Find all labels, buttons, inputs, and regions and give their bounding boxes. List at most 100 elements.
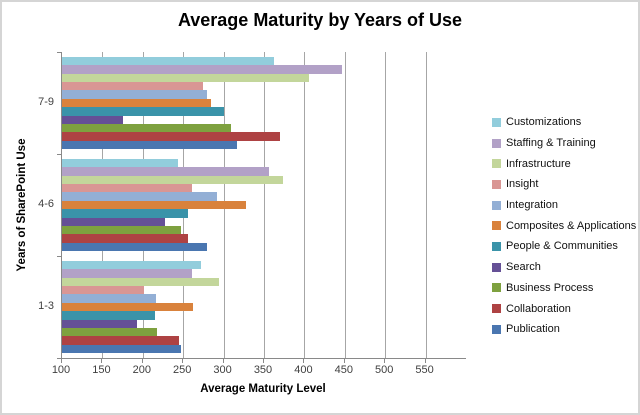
bar-integration-4-6 [62,192,218,201]
bar-infrastructure-7-9 [62,73,310,83]
legend-label-staffing-training: Staffing & Training [506,137,596,150]
legend-item-insight: Insight [492,174,636,195]
gridline-350 [264,52,265,358]
y-axis-tick-1 [57,154,61,155]
bar-insight-7-9 [62,82,204,91]
x-axis-tick-250 [182,359,184,363]
legend-swatch-business-process [492,283,501,293]
legend-label-integration: Integration [506,199,558,212]
bar-integration-1-3 [62,294,156,303]
x-axis-tick-150 [101,359,103,363]
x-axis-tick-450 [343,359,345,363]
gridline-500 [385,52,387,358]
legend-swatch-people-communities [492,241,501,251]
legend-swatch-staffing-training [492,138,501,148]
bar-people-communities-7-9 [62,107,225,116]
legend-swatch-customizations [492,117,501,127]
y-category-label-4-6: 4-6 [38,198,54,210]
bar-business-process-7-9 [62,123,231,133]
bar-collaboration-7-9 [62,132,281,141]
legend-label-business-process: Business Process [506,281,594,294]
bar-search-1-3 [62,319,138,328]
bar-infrastructure-4-6 [62,175,284,185]
legend-item-infrastructure: Infrastructure [492,153,636,174]
x-axis-tick-400 [303,359,305,363]
x-axis-tick-500 [384,359,386,363]
x-tick-label-400: 400 [294,364,313,376]
legend-label-search: Search [506,261,541,274]
x-axis-tick-350 [263,359,264,363]
legend-label-customizations: Customizations [506,116,582,129]
y-axis-tick-3 [57,358,61,359]
bar-business-process-4-6 [62,225,181,235]
x-tick-label-300: 300 [213,364,232,376]
legend-swatch-insight [492,179,501,189]
y-category-label-1-3: 1-3 [38,300,54,312]
y-axis-tick-2 [57,256,61,257]
legend-item-people-communities: People & Communities [492,236,636,257]
legend-item-customizations: Customizations [492,112,636,133]
bar-publication-4-6 [62,242,207,251]
bar-staffing-training-7-9 [62,65,342,74]
bar-customizations-7-9 [62,57,274,66]
x-axis-tick-200 [141,359,143,363]
legend-swatch-search [492,262,501,272]
legend-label-insight: Insight [506,178,539,191]
legend-swatch-integration [492,200,501,210]
bar-people-communities-4-6 [62,209,189,218]
bar-people-communities-1-3 [62,311,155,320]
bar-insight-4-6 [62,184,193,193]
legend-item-business-process: Business Process [492,278,636,299]
legend-swatch-collaboration [492,304,501,314]
x-axis-tick-550 [424,359,426,363]
legend-item-staffing-training: Staffing & Training [492,133,636,154]
legend-item-composites-applications: Composites & Applications [492,215,636,236]
legend-label-collaboration: Collaboration [506,302,571,315]
legend-label-composites-applications: Composites & Applications [506,219,637,232]
gridline-450 [344,52,346,358]
legend: Customizations Staffing & Training Infrast… [492,112,636,340]
legend-label-publication: Publication [506,323,560,336]
bar-search-4-6 [62,217,165,226]
legend-swatch-infrastructure [492,159,501,169]
bar-customizations-4-6 [62,159,179,168]
legend-swatch-composites-applications [492,221,501,231]
bar-insight-1-3 [62,286,145,295]
gridline-400 [304,52,306,358]
bar-business-process-1-3 [62,327,158,337]
y-category-label-7-9: 7-9 [38,96,54,108]
x-axis-title: Average Maturity Level [200,383,326,395]
legend-item-collaboration: Collaboration [492,298,636,319]
bar-search-7-9 [62,115,123,124]
bar-publication-7-9 [62,140,237,149]
bar-customizations-1-3 [62,261,201,270]
bar-collaboration-1-3 [62,336,180,345]
bar-staffing-training-4-6 [62,167,269,176]
bar-infrastructure-1-3 [62,277,219,287]
x-tick-label-450: 450 [334,364,353,376]
legend-item-search: Search [492,257,636,278]
x-tick-label-200: 200 [132,364,151,376]
legend-label-infrastructure: Infrastructure [506,157,571,170]
legend-label-people-communities: People & Communities [506,240,618,253]
bar-staffing-training-1-3 [62,269,193,278]
bar-composites-applications-1-3 [62,302,193,312]
bar-composites-applications-4-6 [62,200,247,210]
x-tick-label-100: 100 [51,364,71,376]
x-axis-tick-300 [222,359,224,363]
x-axis-tick-100 [61,359,62,363]
x-tick-label-250: 250 [173,364,192,376]
bar-collaboration-4-6 [62,234,189,243]
x-tick-label-550: 550 [415,364,434,376]
x-tick-label-500: 500 [375,364,394,376]
bar-composites-applications-7-9 [62,98,212,108]
plot-area [61,52,466,359]
gridline-550 [425,52,427,358]
legend-item-publication: Publication [492,319,636,340]
x-tick-label-350: 350 [253,364,273,376]
y-axis-tick-0 [57,52,61,53]
bar-integration-7-9 [62,90,207,99]
legend-swatch-publication [492,324,501,334]
bar-publication-1-3 [62,344,181,353]
